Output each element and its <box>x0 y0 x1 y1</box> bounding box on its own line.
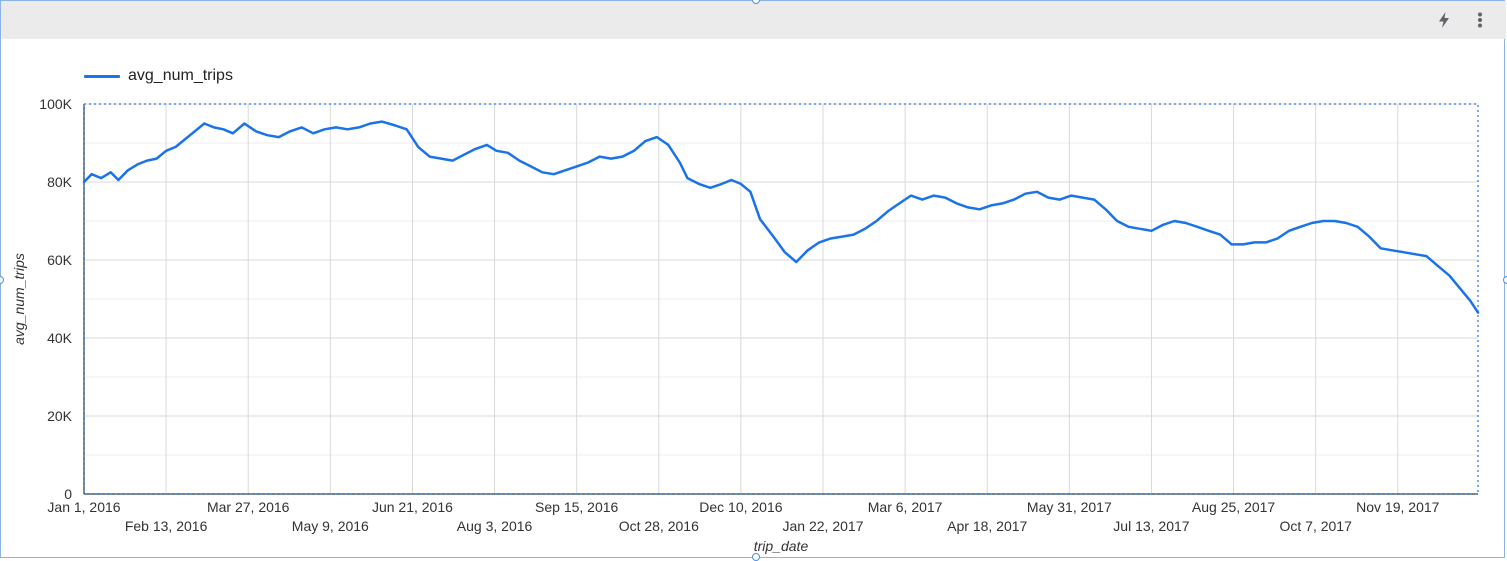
x-tick-label: Jan 22, 2017 <box>783 518 864 534</box>
y-axis-title: avg_num_trips <box>11 253 27 345</box>
y-tick-label: 60K <box>47 252 73 268</box>
x-tick-label: Nov 19, 2017 <box>1356 499 1439 515</box>
y-tick-label: 100K <box>39 96 72 112</box>
y-tick-label: 80K <box>47 174 73 190</box>
x-tick-label: Jan 1, 2016 <box>47 499 120 515</box>
legend-label: avg_num_trips <box>128 67 233 84</box>
x-tick-label: May 31, 2017 <box>1027 499 1112 515</box>
x-axis-title: trip_date <box>754 538 809 554</box>
x-tick-label: Dec 10, 2016 <box>699 499 782 515</box>
series-line <box>82 120 1480 314</box>
x-tick-label: Aug 25, 2017 <box>1192 499 1276 515</box>
resize-handle-right[interactable] <box>1503 276 1507 284</box>
x-tick-label: Feb 13, 2016 <box>125 518 208 534</box>
legend-line-swatch <box>84 74 120 78</box>
chart-legend[interactable]: avg_num_trips <box>84 64 233 88</box>
x-tick-label: Oct 7, 2017 <box>1279 518 1352 534</box>
x-tick-label: May 9, 2016 <box>292 518 369 534</box>
x-tick-label: Mar 6, 2017 <box>868 499 943 515</box>
x-tick-label: Aug 3, 2016 <box>457 518 533 534</box>
x-tick-label: Jul 13, 2017 <box>1113 518 1189 534</box>
y-tick-label: 20K <box>47 408 73 424</box>
chart-toolbar <box>1 1 1506 39</box>
y-tick-label: 40K <box>47 330 73 346</box>
lightning-icon[interactable] <box>1433 9 1455 31</box>
x-tick-label: Oct 28, 2016 <box>619 518 699 534</box>
x-tick-label: Sep 15, 2016 <box>535 499 619 515</box>
plot-selection-outline <box>83 103 1479 495</box>
more-vert-icon[interactable] <box>1469 9 1491 31</box>
x-tick-label: Apr 18, 2017 <box>947 518 1027 534</box>
x-tick-label: Mar 27, 2016 <box>207 499 290 515</box>
y-tick-label: 0 <box>64 486 72 502</box>
x-tick-label: Jun 21, 2016 <box>372 499 453 515</box>
